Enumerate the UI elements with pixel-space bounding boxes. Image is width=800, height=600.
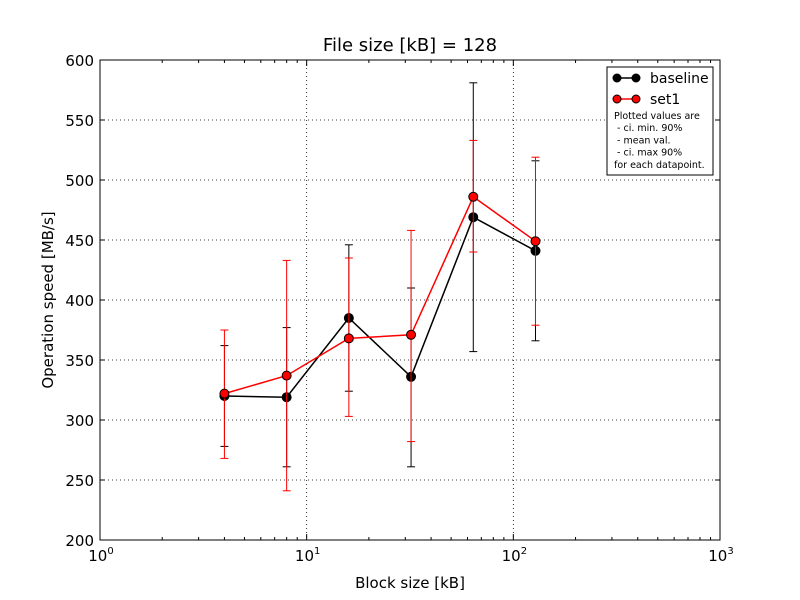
data-point (281, 370, 292, 381)
data-point (530, 236, 541, 247)
legend-item-baseline: baseline (612, 71, 709, 87)
legend-label: set1 (650, 92, 680, 108)
y-tick-label: 200 (65, 532, 94, 550)
legend-note-line: for each datapoint. (614, 160, 705, 171)
y-tick-label: 600 (65, 52, 94, 70)
y-tick-labels: 200 250 300 350 400 450 500 550 600 (65, 52, 94, 550)
legend-note-line: - mean val. (614, 135, 671, 146)
y-tick-label: 550 (65, 112, 94, 130)
data-point (219, 388, 230, 399)
legend-marker (612, 94, 622, 104)
x-tick-label: 103 (708, 546, 733, 565)
x-tick-label: 101 (295, 546, 320, 565)
series-line (224, 216, 536, 398)
axis-ticks (99, 59, 721, 541)
y-tick-label: 400 (65, 292, 94, 310)
chart-title: File size [kB] = 128 (323, 35, 497, 56)
legend-marker (631, 73, 641, 83)
legend-label: baseline (650, 71, 709, 87)
data-point (343, 333, 354, 344)
legend: baseline set1 Plotted values are - ci. mi… (606, 66, 714, 176)
x-tick-label: 100 (88, 546, 113, 565)
y-tick-label: 350 (65, 352, 94, 370)
y-tick-label: 250 (65, 472, 94, 490)
legend-item-set1: set1 (612, 92, 680, 108)
legend-entries: baseline set1 (612, 71, 709, 108)
series-layer (219, 82, 541, 492)
y-tick-label: 300 (65, 412, 94, 430)
x-tick-labels: 100 101 102 103 (88, 546, 733, 565)
y-tick-label: 450 (65, 232, 94, 250)
legend-note-line: - ci. min. 90% (614, 123, 682, 134)
x-tick-label: 102 (502, 546, 527, 565)
data-point (406, 329, 417, 340)
legend-marker (612, 73, 622, 83)
legend-note-line: - ci. max 90% (614, 148, 682, 159)
y-tick-label: 500 (65, 172, 94, 190)
y-axis-label: Operation speed [MB/s] (39, 211, 57, 388)
legend-note: Plotted values are - ci. min. 90% - mean… (614, 111, 705, 171)
legend-note-line: Plotted values are (614, 111, 700, 122)
legend-box (606, 66, 714, 176)
legend-marker (631, 94, 641, 104)
series-line (224, 195, 536, 395)
x-axis-label: Block size [kB] (355, 574, 465, 592)
data-point (468, 191, 479, 202)
series-set1 (219, 139, 541, 492)
